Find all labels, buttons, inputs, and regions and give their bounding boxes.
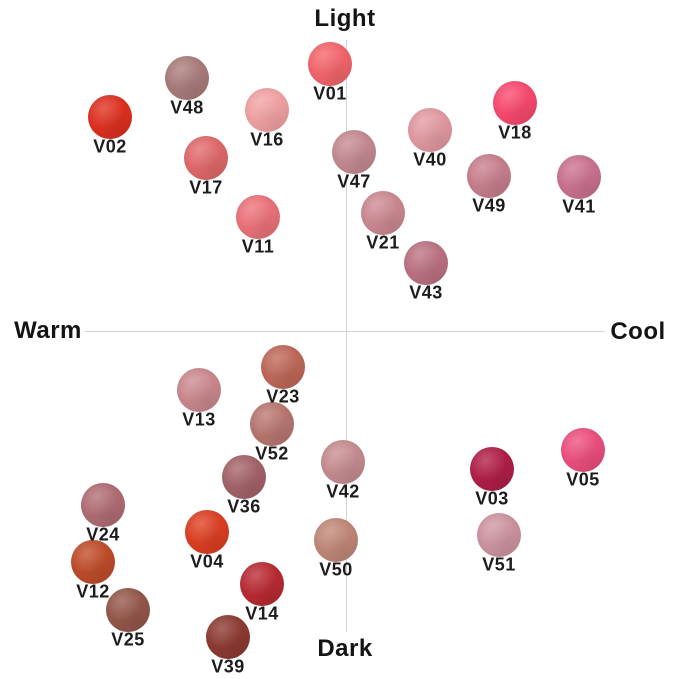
shade-swatch-V42 — [321, 440, 365, 484]
shade-swatch-V43 — [404, 241, 448, 285]
shade-swatch-V51 — [477, 513, 521, 557]
shade-label-V41: V41 — [562, 196, 596, 217]
shade-label-V50: V50 — [319, 559, 353, 580]
shade-label-V14: V14 — [245, 603, 279, 624]
shade-swatch-V24 — [81, 483, 125, 527]
shade-label-V49: V49 — [472, 195, 506, 216]
shade-swatch-V11 — [236, 195, 280, 239]
shade-label-V40: V40 — [413, 149, 447, 170]
shade-label-V39: V39 — [211, 656, 245, 677]
shade-label-V36: V36 — [227, 496, 261, 517]
shade-swatch-V02 — [88, 95, 132, 139]
shade-label-V11: V11 — [241, 236, 275, 257]
shade-label-V48: V48 — [170, 97, 204, 118]
shade-label-V42: V42 — [326, 481, 360, 502]
shade-swatch-V36 — [222, 455, 266, 499]
shade-label-V47: V47 — [337, 171, 371, 192]
shade-swatch-V04 — [185, 510, 229, 554]
shade-swatch-V17 — [184, 136, 228, 180]
shade-label-V13: V13 — [182, 409, 216, 430]
shade-label-V04: V04 — [190, 551, 224, 572]
shade-label-V02: V02 — [93, 136, 127, 157]
shade-swatch-V48 — [165, 56, 209, 100]
axis-label-dark: Dark — [317, 635, 373, 662]
shade-swatch-V16 — [245, 88, 289, 132]
shade-swatch-V03 — [470, 447, 514, 491]
shade-label-V51: V51 — [482, 554, 516, 575]
shade-label-V05: V05 — [566, 469, 600, 490]
shade-label-V17: V17 — [189, 177, 223, 198]
shade-swatch-V52 — [250, 402, 294, 446]
shade-swatch-V49 — [467, 154, 511, 198]
shade-swatch-V47 — [332, 130, 376, 174]
shade-swatch-V01 — [308, 42, 352, 86]
shade-swatch-V14 — [240, 562, 284, 606]
shade-swatch-V12 — [71, 540, 115, 584]
shade-swatch-V40 — [408, 108, 452, 152]
shade-swatch-V39 — [206, 615, 250, 659]
shade-swatch-V13 — [177, 368, 221, 412]
axis-label-cool: Cool — [610, 318, 666, 345]
shade-label-V23: V23 — [266, 386, 300, 407]
axis-label-warm: Warm — [14, 317, 82, 344]
shade-swatch-V05 — [561, 428, 605, 472]
shade-label-V24: V24 — [86, 524, 120, 545]
shade-swatch-V41 — [557, 155, 601, 199]
axis-label-light: Light — [314, 5, 376, 32]
horizontal-axis-line — [85, 331, 605, 332]
shade-label-V16: V16 — [250, 129, 284, 150]
shade-label-V52: V52 — [255, 443, 289, 464]
shade-label-V25: V25 — [111, 629, 145, 650]
shade-swatch-V50 — [314, 518, 358, 562]
shade-label-V03: V03 — [475, 488, 509, 509]
shade-swatch-V23 — [261, 345, 305, 389]
vertical-axis-line — [346, 40, 347, 632]
shade-label-V18: V18 — [498, 122, 532, 143]
shade-label-V43: V43 — [409, 282, 443, 303]
shade-swatch-V21 — [361, 191, 405, 235]
shade-swatch-V18 — [493, 81, 537, 125]
shade-label-V01: V01 — [313, 83, 347, 104]
shade-swatch-V25 — [106, 588, 150, 632]
shade-label-V21: V21 — [366, 232, 400, 253]
shade-label-V12: V12 — [76, 581, 110, 602]
